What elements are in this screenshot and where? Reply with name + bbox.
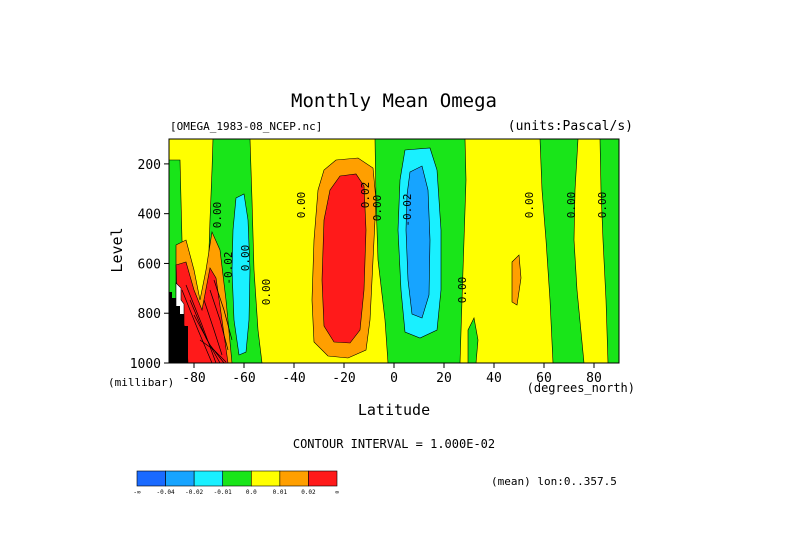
contour-fill-neg-0.02 <box>231 193 251 356</box>
contour-label: 0.00 <box>260 279 273 306</box>
colorbar-swatch <box>250 470 281 487</box>
colorbar-tick-label: 0.01 <box>273 489 288 496</box>
colorbar-tick-label: -∞ <box>133 489 141 496</box>
mean-text: (mean) lon:0..357.5 <box>491 475 617 488</box>
units-label: (units:Pascal/s) <box>508 119 633 134</box>
contour-fill-neg-0.01 <box>599 139 619 363</box>
x-axis: -80 -60 -40 -20 0 20 40 60 80 <box>182 363 602 386</box>
colorbar-swatch <box>136 470 166 487</box>
colorbar-tick-label: 0.02 <box>301 489 316 496</box>
contour-fill-pos-0.01 <box>511 254 522 306</box>
plot-area: 0.00 0.00 0.00 -0.02 0.00 0.02 0.00 -0.0… <box>169 139 619 363</box>
dense-contour-lines <box>181 279 233 363</box>
contour-fill-pos-0.02 <box>175 261 229 363</box>
contour-fill-neg-0.01 <box>539 139 585 363</box>
colorbar-tick-label: -0.01 <box>214 489 232 496</box>
y-axis: 200 400 600 800 1000 <box>130 158 169 372</box>
contour-label: 0.00 <box>211 202 224 229</box>
colorbar-tick-label: ∞ <box>335 489 339 496</box>
contour-fill-neg-0.01 <box>467 317 479 363</box>
x-unit-label: (degrees_north) <box>527 381 635 395</box>
x-tick-label: 40 <box>486 371 502 386</box>
contour-labels: 0.00 0.00 0.00 -0.02 0.00 0.02 0.00 -0.0… <box>211 182 609 306</box>
x-axis-label: Latitude <box>358 401 430 419</box>
contour-label: -0.02 <box>222 251 235 284</box>
colorbar-swatch <box>279 470 309 487</box>
x-tick-label: 60 <box>536 371 552 386</box>
y-axis-label: Level <box>108 227 126 272</box>
colorbar-swatch <box>165 470 195 487</box>
colorbar-tick-label: -0.04 <box>157 489 175 496</box>
contour-label: 0.00 <box>456 277 469 304</box>
contour-interval-text: CONTOUR INTERVAL = 1.000E-02 <box>293 437 495 451</box>
colorbar <box>136 470 338 487</box>
contour-label: 0.00 <box>295 192 308 219</box>
colorbar-swatch <box>222 470 252 487</box>
y-tick-label: 600 <box>138 257 161 272</box>
x-tick-label: -80 <box>182 371 205 386</box>
contour-label: 0.02 <box>359 182 372 209</box>
y-tick-label: 800 <box>138 307 161 322</box>
x-tick-label: 80 <box>586 371 602 386</box>
contour-label: 0.00 <box>596 192 609 219</box>
y-unit-label: (millibar) <box>108 376 174 389</box>
dataset-label: [OMEGA_1983-08_NCEP.nc] <box>170 120 322 133</box>
y-tick-label: 200 <box>138 158 161 173</box>
colorbar-swatch <box>308 470 338 487</box>
contour-label: 0.00 <box>371 195 384 222</box>
x-tick-label: -40 <box>282 371 305 386</box>
y-tick-label: 400 <box>138 208 161 223</box>
topography-fill <box>169 292 188 363</box>
x-tick-label: 20 <box>436 371 452 386</box>
contour-label: 0.00 <box>239 245 252 272</box>
x-tick-label: -20 <box>332 371 355 386</box>
colorbar-swatch <box>193 470 224 487</box>
y-tick-label: 1000 <box>130 357 161 372</box>
colorbar-tick-label: -0.02 <box>185 489 203 496</box>
contour-label: 0.00 <box>565 192 578 219</box>
contour-label: -0.02 <box>401 193 414 226</box>
x-tick-label: 0 <box>390 371 398 386</box>
colorbar-labels: -∞ -0.04 -0.02 -0.01 0.0 0.01 0.02 ∞ <box>133 489 339 496</box>
colorbar-tick-label: 0.0 <box>246 489 257 496</box>
contour-label: 0.00 <box>523 192 536 219</box>
chart-title: Monthly Mean Omega <box>291 90 497 112</box>
x-tick-label: -60 <box>232 371 255 386</box>
contour-fill-pos-0.02 <box>321 173 367 344</box>
contour-fill-neg-0.04 <box>405 165 431 319</box>
